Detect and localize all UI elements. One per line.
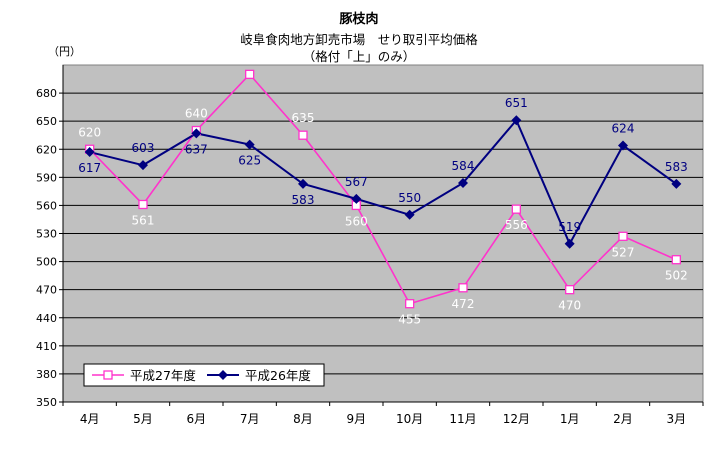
legend-label-h27: 平成27年度	[130, 368, 196, 383]
y-tick-label: 500	[36, 256, 57, 269]
data-label-h27: 700	[238, 50, 261, 64]
x-tick-label: 3月	[667, 412, 687, 426]
y-tick-label: 590	[36, 171, 57, 184]
data-point-h26	[511, 115, 522, 126]
x-tick-label: 5月	[133, 412, 153, 426]
x-tick-label: 1月	[560, 412, 580, 426]
data-point-h27	[298, 130, 308, 140]
data-point-h26	[244, 139, 255, 150]
data-label-h27: 455	[398, 313, 421, 327]
data-label-h26: 583	[665, 160, 688, 174]
data-point-h27	[458, 283, 468, 293]
data-label-h27: 561	[132, 213, 155, 227]
x-tick-label: 11月	[449, 412, 476, 426]
x-tick-label: 4月	[80, 412, 100, 426]
y-tick-label: 530	[36, 228, 57, 241]
y-tick-label: 440	[36, 312, 57, 325]
data-point-h27	[671, 255, 681, 265]
data-point-h26	[84, 147, 95, 158]
data-label-h26: 550	[398, 191, 421, 205]
data-label-h26: 583	[292, 193, 315, 207]
data-point-h27	[138, 199, 148, 210]
data-label-h27: 560	[345, 214, 368, 228]
legend-marker-h26	[218, 370, 228, 380]
data-point-h26	[404, 209, 415, 220]
x-tick-label: 7月	[240, 412, 260, 426]
y-tick-label: 650	[36, 115, 57, 128]
x-tick-label: 8月	[293, 412, 313, 426]
y-tick-label: 620	[36, 143, 57, 156]
data-label-h27: 470	[558, 299, 581, 313]
chart-subtitle: 岐阜食肉地方卸売市場 せり取引平均価格	[240, 32, 478, 47]
data-point-h26	[671, 178, 682, 189]
data-point-h27	[565, 285, 575, 295]
data-label-h27: 556	[505, 218, 528, 232]
data-label-h27: 527	[612, 245, 635, 259]
data-label-h27: 502	[665, 269, 688, 283]
chart-subtitle-2: （格付「上」のみ）	[302, 49, 416, 64]
data-point-h27	[405, 299, 415, 309]
series-line-h27	[89, 73, 677, 305]
data-point-h26	[564, 238, 575, 249]
y-tick-label: 410	[36, 340, 57, 353]
data-point-h27	[511, 204, 521, 214]
data-label-h26: 567	[345, 175, 368, 189]
x-tick-label: 6月	[187, 412, 207, 426]
data-label-h26: 584	[452, 159, 475, 173]
data-label-h27: 635	[292, 111, 315, 125]
legend-marker-h27	[103, 370, 113, 380]
data-point-h26	[191, 128, 202, 139]
data-point-h27	[245, 69, 255, 80]
chart-title: 豚枝肉	[339, 12, 379, 27]
data-point-h26	[618, 140, 628, 151]
data-point-h27	[618, 231, 628, 241]
x-tick-label: 10月	[396, 412, 423, 426]
data-label-h26: 624	[612, 122, 635, 136]
data-label-h26: 519	[558, 220, 581, 234]
data-label-h27: 472	[452, 297, 475, 311]
x-tick-label: 2月	[613, 412, 633, 426]
legend	[83, 363, 325, 387]
y-tick-label: 680	[36, 87, 57, 100]
data-point-h26	[351, 193, 362, 204]
y-tick-label: 560	[36, 199, 57, 212]
y-tick-label: 350	[36, 396, 57, 409]
y-axis-unit-label: （円）	[48, 45, 81, 58]
data-point-h26	[458, 177, 468, 188]
x-tick-label: 9月	[347, 412, 367, 426]
x-tick-label: 12月	[503, 412, 530, 426]
data-label-h26: 637	[185, 142, 208, 156]
data-point-h26	[298, 178, 308, 189]
y-tick-label: 380	[36, 368, 57, 381]
legend-label-h26: 平成26年度	[245, 368, 311, 383]
data-label-h26: 617	[78, 161, 101, 175]
data-point-h26	[138, 160, 148, 171]
data-label-h26: 625	[238, 154, 261, 168]
series-line-h26	[89, 118, 677, 247]
data-label-h27: 620	[78, 125, 101, 139]
data-label-h26: 651	[505, 96, 528, 110]
data-label-h27: 640	[185, 107, 208, 121]
data-label-h26: 603	[132, 141, 155, 155]
y-tick-label: 470	[36, 284, 57, 297]
